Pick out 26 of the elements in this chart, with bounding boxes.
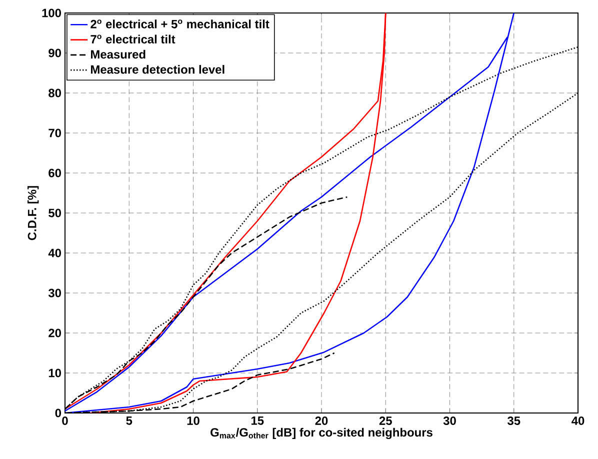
y-tick-label: 60 <box>48 168 61 178</box>
y-tick-label: 30 <box>48 288 61 298</box>
x-tick-label: 15 <box>251 416 264 425</box>
y-tick-label: 90 <box>48 48 61 58</box>
y-tick-label: 10 <box>48 368 61 378</box>
y-tick-label: 20 <box>48 328 61 338</box>
legend-label: Measured <box>91 50 146 59</box>
x-tick-label: 10 <box>187 416 200 425</box>
x-axis-title: G$_{max}$/G$_{other}$ [dB] for co-sited neighbours <box>210 428 432 440</box>
y-tick-label: 50 <box>48 208 61 218</box>
y-tick-label: 40 <box>48 248 61 258</box>
x-tick-label: 35 <box>508 416 520 426</box>
x-tick-label: 30 <box>443 416 456 426</box>
y-axis-title: C.D.F. [%] <box>28 186 39 240</box>
x-tick-label: 5 <box>126 416 132 425</box>
x-tick-label: 0 <box>62 416 68 425</box>
y-tick-label: 0 <box>55 408 61 418</box>
y-tick-label: 100 <box>42 8 61 18</box>
x-tick-label: 40 <box>572 416 584 425</box>
y-tick-label: 80 <box>48 88 61 98</box>
x-tick-label: 25 <box>379 416 392 425</box>
legend-label: Measure detection level <box>91 65 224 74</box>
legend-label: 7$^{o}$ electrical tilt <box>90 34 176 44</box>
x-tick-label: 20 <box>315 416 328 425</box>
y-tick-label: 70 <box>48 128 61 138</box>
legend-label: 2$^{o}$ electrical + 5$^{o}$ mechanical tilt <box>90 20 270 28</box>
